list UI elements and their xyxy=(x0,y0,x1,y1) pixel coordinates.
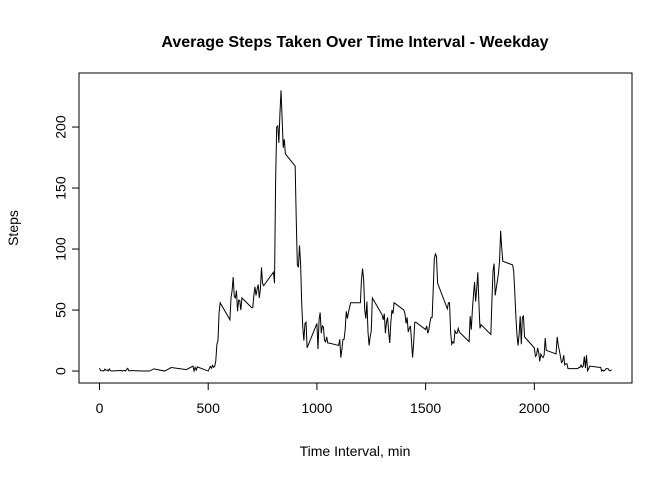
chart-title: Average Steps Taken Over Time Interval -… xyxy=(161,34,548,51)
y-axis-label: Steps xyxy=(5,210,21,246)
x-tick-label: 2000 xyxy=(519,400,550,416)
x-tick-label: 0 xyxy=(96,400,104,416)
y-tick-label: 150 xyxy=(53,176,69,200)
y-tick-label: 200 xyxy=(53,115,69,139)
plot-box xyxy=(78,72,633,384)
y-tick-label: 100 xyxy=(53,237,69,261)
y-tick-label: 0 xyxy=(53,367,69,375)
x-tick-label: 1500 xyxy=(410,400,441,416)
data-line xyxy=(99,90,612,374)
y-tick-label: 50 xyxy=(53,302,69,318)
x-tick-label: 1000 xyxy=(301,400,332,416)
x-tick-label: 500 xyxy=(197,400,221,416)
x-axis-label: Time Interval, min xyxy=(300,443,411,459)
